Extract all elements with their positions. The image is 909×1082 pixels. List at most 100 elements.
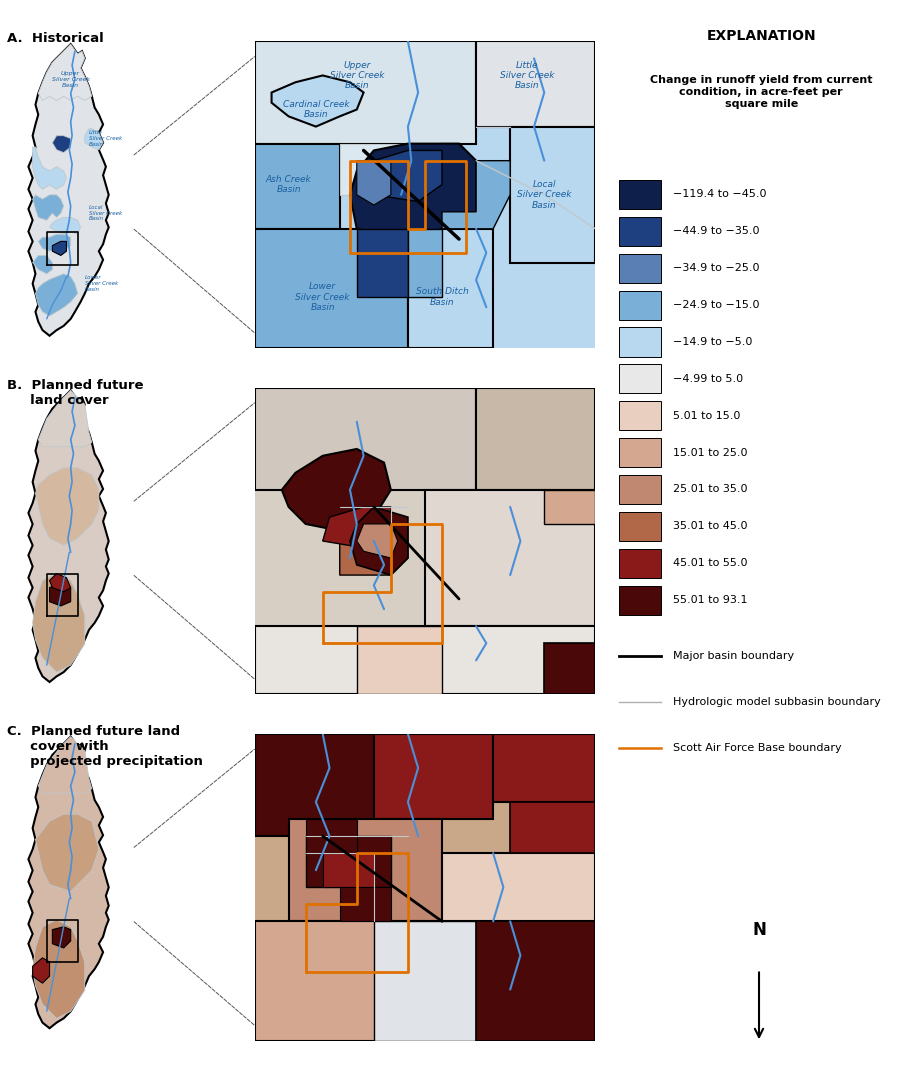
Polygon shape bbox=[408, 229, 442, 298]
Text: −14.9 to −5.0: −14.9 to −5.0 bbox=[673, 337, 752, 347]
Bar bbox=[620, 253, 661, 282]
Text: Upper
Silver Creek
Basin: Upper Silver Creek Basin bbox=[52, 71, 90, 88]
Text: Hydrologic model subbasin boundary: Hydrologic model subbasin boundary bbox=[673, 697, 881, 708]
Polygon shape bbox=[425, 490, 595, 626]
Polygon shape bbox=[350, 144, 476, 239]
Polygon shape bbox=[282, 449, 391, 531]
Text: A.  Historical: A. Historical bbox=[7, 32, 104, 45]
Polygon shape bbox=[38, 391, 92, 447]
Polygon shape bbox=[305, 836, 391, 887]
Polygon shape bbox=[35, 274, 78, 316]
Polygon shape bbox=[33, 958, 49, 984]
Polygon shape bbox=[28, 391, 109, 682]
Bar bbox=[620, 291, 661, 319]
Polygon shape bbox=[255, 626, 595, 695]
Text: −44.9 to −35.0: −44.9 to −35.0 bbox=[673, 226, 759, 236]
Bar bbox=[620, 585, 661, 615]
Polygon shape bbox=[544, 644, 595, 695]
Bar bbox=[620, 475, 661, 504]
Text: 35.01 to 45.0: 35.01 to 45.0 bbox=[673, 522, 747, 531]
Text: 45.01 to 55.0: 45.01 to 55.0 bbox=[673, 558, 747, 568]
Text: Local
Silver Creek
Basin: Local Silver Creek Basin bbox=[517, 180, 572, 210]
Polygon shape bbox=[255, 41, 476, 160]
Text: −119.4 to −45.0: −119.4 to −45.0 bbox=[673, 189, 766, 199]
Text: −4.99 to 5.0: −4.99 to 5.0 bbox=[673, 374, 743, 384]
Text: Major basin boundary: Major basin boundary bbox=[673, 651, 794, 661]
Text: Cardinal Creek
Basin: Cardinal Creek Basin bbox=[283, 100, 349, 119]
Polygon shape bbox=[374, 922, 476, 1041]
Polygon shape bbox=[33, 255, 53, 274]
Polygon shape bbox=[289, 819, 442, 922]
Text: Little
Silver Creek
Basin: Little Silver Creek Basin bbox=[89, 130, 122, 147]
Polygon shape bbox=[493, 734, 595, 802]
Polygon shape bbox=[49, 217, 81, 235]
Text: B.  Planned future
     land cover: B. Planned future land cover bbox=[7, 379, 144, 407]
Bar bbox=[620, 512, 661, 541]
Bar bbox=[620, 438, 661, 467]
Text: Change in runoff yield from current
condition, in acre-feet per
square mile: Change in runoff yield from current cond… bbox=[650, 76, 873, 108]
Polygon shape bbox=[272, 76, 364, 127]
Polygon shape bbox=[442, 853, 595, 922]
Text: N: N bbox=[752, 921, 766, 939]
Polygon shape bbox=[305, 819, 356, 853]
Text: Lower
Silver Creek
Basin: Lower Silver Creek Basin bbox=[85, 275, 118, 292]
Text: EXPLANATION: EXPLANATION bbox=[706, 29, 816, 43]
Polygon shape bbox=[85, 129, 103, 149]
Polygon shape bbox=[356, 626, 442, 695]
Polygon shape bbox=[476, 41, 595, 127]
Polygon shape bbox=[53, 241, 66, 255]
Polygon shape bbox=[255, 229, 408, 348]
Polygon shape bbox=[38, 44, 92, 101]
Polygon shape bbox=[49, 573, 71, 592]
Polygon shape bbox=[33, 920, 85, 1018]
Polygon shape bbox=[33, 573, 85, 672]
Polygon shape bbox=[374, 734, 493, 819]
Text: Local
Silver Creek
Basin: Local Silver Creek Basin bbox=[89, 204, 122, 222]
Polygon shape bbox=[476, 922, 595, 1041]
Polygon shape bbox=[33, 147, 66, 189]
Polygon shape bbox=[255, 734, 595, 1041]
Polygon shape bbox=[340, 506, 408, 576]
Polygon shape bbox=[255, 387, 595, 695]
Polygon shape bbox=[53, 927, 71, 948]
Polygon shape bbox=[374, 150, 442, 201]
Polygon shape bbox=[323, 506, 391, 547]
Bar bbox=[620, 549, 661, 578]
Text: Ash Creek
Basin: Ash Creek Basin bbox=[265, 175, 312, 195]
Polygon shape bbox=[356, 524, 398, 558]
Text: Upper
Silver Creek
Basin: Upper Silver Creek Basin bbox=[330, 61, 384, 91]
Polygon shape bbox=[476, 387, 595, 490]
Text: 5.01 to 15.0: 5.01 to 15.0 bbox=[673, 411, 740, 421]
Polygon shape bbox=[323, 853, 374, 887]
Polygon shape bbox=[442, 160, 510, 229]
Polygon shape bbox=[340, 144, 408, 195]
Text: −34.9 to −25.0: −34.9 to −25.0 bbox=[673, 263, 759, 274]
Polygon shape bbox=[356, 229, 408, 298]
Polygon shape bbox=[28, 737, 109, 1028]
Polygon shape bbox=[408, 229, 493, 348]
Text: C.  Planned future land
     cover with
     projected precipitation: C. Planned future land cover with projec… bbox=[7, 725, 203, 768]
Polygon shape bbox=[255, 922, 425, 1041]
Bar bbox=[620, 180, 661, 209]
Polygon shape bbox=[38, 235, 71, 251]
Polygon shape bbox=[510, 802, 595, 853]
Polygon shape bbox=[255, 41, 595, 348]
Polygon shape bbox=[255, 734, 374, 836]
Text: Lower
Silver Creek
Basin: Lower Silver Creek Basin bbox=[295, 282, 350, 312]
Polygon shape bbox=[356, 160, 391, 204]
Polygon shape bbox=[49, 583, 71, 606]
Polygon shape bbox=[544, 490, 595, 524]
Polygon shape bbox=[33, 195, 64, 221]
Polygon shape bbox=[38, 737, 92, 793]
Polygon shape bbox=[510, 127, 595, 263]
Bar bbox=[620, 216, 661, 246]
Bar bbox=[620, 365, 661, 394]
Polygon shape bbox=[255, 387, 476, 490]
Polygon shape bbox=[340, 887, 391, 922]
Text: 55.01 to 93.1: 55.01 to 93.1 bbox=[673, 595, 747, 605]
Polygon shape bbox=[28, 44, 109, 335]
Bar bbox=[620, 328, 661, 357]
Polygon shape bbox=[35, 467, 99, 545]
Text: −24.9 to −15.0: −24.9 to −15.0 bbox=[673, 300, 759, 311]
Text: 15.01 to 25.0: 15.01 to 25.0 bbox=[673, 448, 747, 458]
